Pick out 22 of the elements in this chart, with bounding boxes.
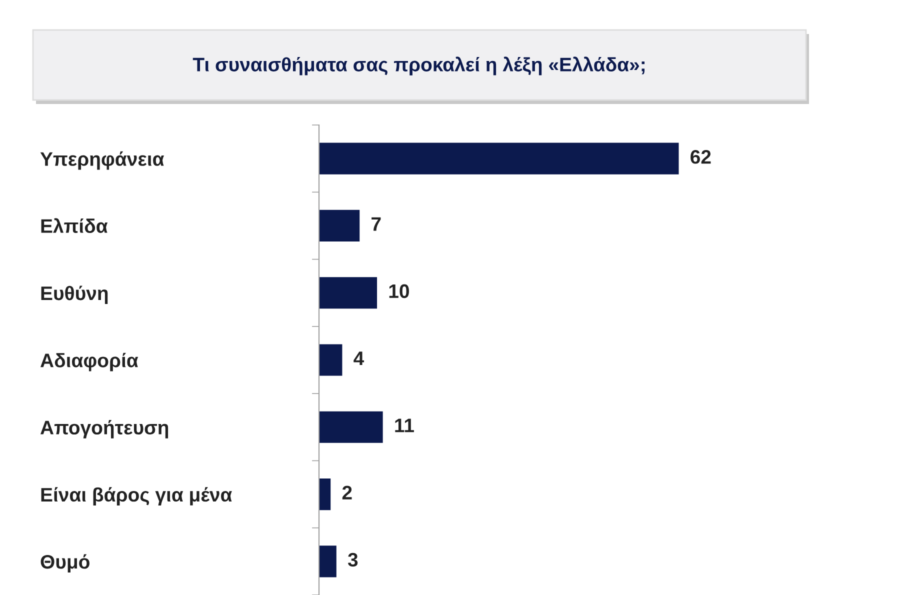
bar xyxy=(319,546,336,578)
y-tick-label: Αδιαφορία xyxy=(40,352,138,372)
bar xyxy=(319,210,360,242)
data-label: 4 xyxy=(354,352,364,366)
data-label: 2 xyxy=(342,486,352,500)
y-tick-label: Θυμό xyxy=(40,554,90,572)
y-tick-label: Ευθύνη xyxy=(41,286,108,304)
y-tick-label: Απογοήτευση xyxy=(40,420,168,438)
y-tick-label: Είναι βάρος για μένα xyxy=(41,487,232,506)
data-label: 3 xyxy=(348,552,358,567)
data-label: 11 xyxy=(395,418,414,432)
bar xyxy=(319,142,679,174)
chart-title: Τι συναισθήματα σας προκαλεί η λέξη «Ελλάδα»; xyxy=(192,56,644,76)
y-tick-label: Υπερηφάνεια xyxy=(40,151,164,170)
y-tick-label: Ελπίδα xyxy=(41,218,108,233)
bar xyxy=(319,344,342,376)
data-label: 7 xyxy=(372,217,381,231)
data-label: 62 xyxy=(690,150,711,164)
bar xyxy=(319,478,331,510)
bar xyxy=(319,277,378,309)
data-label: 10 xyxy=(389,284,409,298)
bar xyxy=(319,411,383,443)
